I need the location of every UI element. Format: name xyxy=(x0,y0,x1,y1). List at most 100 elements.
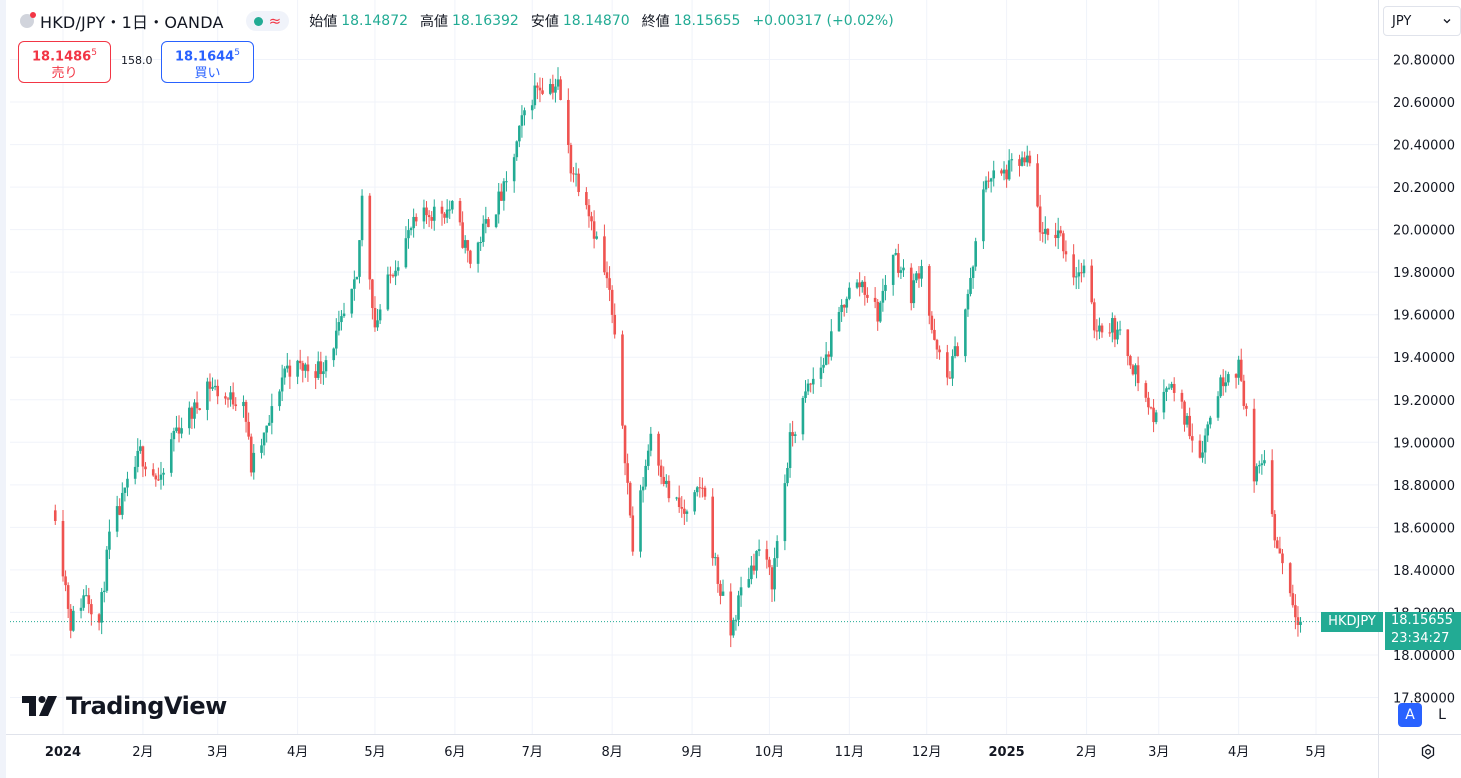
candle xyxy=(120,482,124,520)
candle-body xyxy=(806,383,810,392)
candle-body xyxy=(169,439,173,473)
candle xyxy=(337,310,341,336)
candle-body xyxy=(912,280,916,304)
candle-body xyxy=(64,576,67,586)
open-label: 始値 xyxy=(309,14,338,30)
candle-body xyxy=(427,215,431,218)
candle-body xyxy=(66,585,70,609)
candle-body xyxy=(1095,330,1099,332)
candle-body xyxy=(280,377,284,392)
candle xyxy=(664,474,668,488)
candle-body xyxy=(592,221,596,239)
candle xyxy=(938,345,941,360)
chart-settings-button[interactable] xyxy=(1416,740,1440,764)
candle xyxy=(79,598,83,619)
candle xyxy=(1111,312,1114,343)
symbol-header: HKD/JPY・1日・OANDA ≈ 始値 18.14872 高値 18.163… xyxy=(20,8,894,34)
candle-body xyxy=(306,364,310,372)
candle-body xyxy=(141,446,145,467)
candle-body xyxy=(971,266,975,278)
candle xyxy=(1167,383,1171,390)
candle-body xyxy=(430,217,433,221)
candle xyxy=(946,344,949,386)
candle-body xyxy=(1170,383,1173,388)
candle xyxy=(538,77,542,103)
y-tick-label: 19.40000 xyxy=(1393,351,1455,366)
candle-body xyxy=(793,434,797,436)
candle-body xyxy=(574,173,578,175)
candle-body xyxy=(360,195,364,241)
candle-body xyxy=(1234,374,1238,378)
candle-body xyxy=(286,365,289,369)
candle xyxy=(412,208,415,238)
y-tick-label: 19.60000 xyxy=(1393,309,1455,324)
candle xyxy=(484,206,488,234)
x-tick-label: 11月 xyxy=(835,745,865,760)
candle xyxy=(1291,584,1295,608)
candle xyxy=(572,167,575,183)
candle-body xyxy=(481,223,485,243)
sell-button[interactable]: 18.14865 売り xyxy=(18,41,111,83)
candle xyxy=(448,200,452,219)
candle xyxy=(172,427,176,452)
candle xyxy=(386,266,390,312)
candle-body xyxy=(773,558,776,590)
candle xyxy=(984,176,988,193)
candle xyxy=(590,211,593,231)
candle-body xyxy=(466,240,470,251)
candle-body xyxy=(314,371,317,378)
candle-body xyxy=(252,452,256,473)
tradingview-logo[interactable]: TradingView xyxy=(22,692,227,720)
candle-body xyxy=(469,250,472,264)
candle-body xyxy=(242,401,245,407)
candle xyxy=(1000,168,1003,176)
candle-body xyxy=(1149,407,1153,409)
candle-body xyxy=(1129,356,1132,366)
candle-body xyxy=(386,274,390,310)
candle xyxy=(229,385,232,407)
price-axis[interactable]: 20.80000 20.60000 20.40000 20.20000 20.00000… xyxy=(1393,54,1455,707)
auto-scale-button[interactable]: A xyxy=(1398,703,1422,727)
candle-body xyxy=(605,272,609,279)
spread-value: 158.0 xyxy=(121,54,153,67)
market-status-pill[interactable]: ≈ xyxy=(245,11,290,31)
candlestick-chart[interactable]: 20.80000 20.60000 20.40000 20.20000 20.00000… xyxy=(6,0,1461,778)
currency-select[interactable]: JPY xyxy=(1383,6,1461,36)
candle xyxy=(1077,259,1081,289)
candle-body xyxy=(881,290,885,303)
candle-body xyxy=(788,432,792,468)
candle-body xyxy=(100,592,103,623)
close-label: 終値 xyxy=(641,14,670,30)
candle xyxy=(677,485,681,513)
candle xyxy=(587,199,591,228)
candle-body xyxy=(866,294,869,298)
delayed-data-icon: ≈ xyxy=(268,11,282,30)
candle xyxy=(481,215,485,247)
candle xyxy=(1023,151,1026,166)
candle xyxy=(992,160,996,187)
candle xyxy=(1020,151,1024,167)
candle-body xyxy=(1056,230,1060,239)
candle xyxy=(188,401,191,435)
candle xyxy=(355,276,359,280)
buy-button[interactable]: 18.16445 買い xyxy=(161,41,254,83)
candle-body xyxy=(353,279,356,289)
candle xyxy=(247,412,250,440)
candles xyxy=(53,67,1302,648)
y-tick-label: 19.20000 xyxy=(1393,394,1455,409)
symbol-title[interactable]: HKD/JPY・1日・OANDA xyxy=(40,13,224,32)
candle xyxy=(523,107,526,126)
candle xyxy=(680,496,684,518)
time-axis[interactable]: 2024 2月 3月 4月 5月 6月 7月 8月 9月 10月 11月 12月 2025 2月 3月 4月 5… xyxy=(45,745,1327,760)
candle xyxy=(520,105,524,138)
candle-body xyxy=(102,590,106,593)
candle-body xyxy=(1080,272,1083,274)
candle xyxy=(541,77,544,96)
log-scale-button[interactable]: L xyxy=(1438,707,1446,723)
candle-body xyxy=(894,253,898,255)
candle xyxy=(213,379,217,391)
candle-body xyxy=(1206,424,1210,436)
candle xyxy=(1154,409,1158,425)
candle-body xyxy=(899,270,903,273)
